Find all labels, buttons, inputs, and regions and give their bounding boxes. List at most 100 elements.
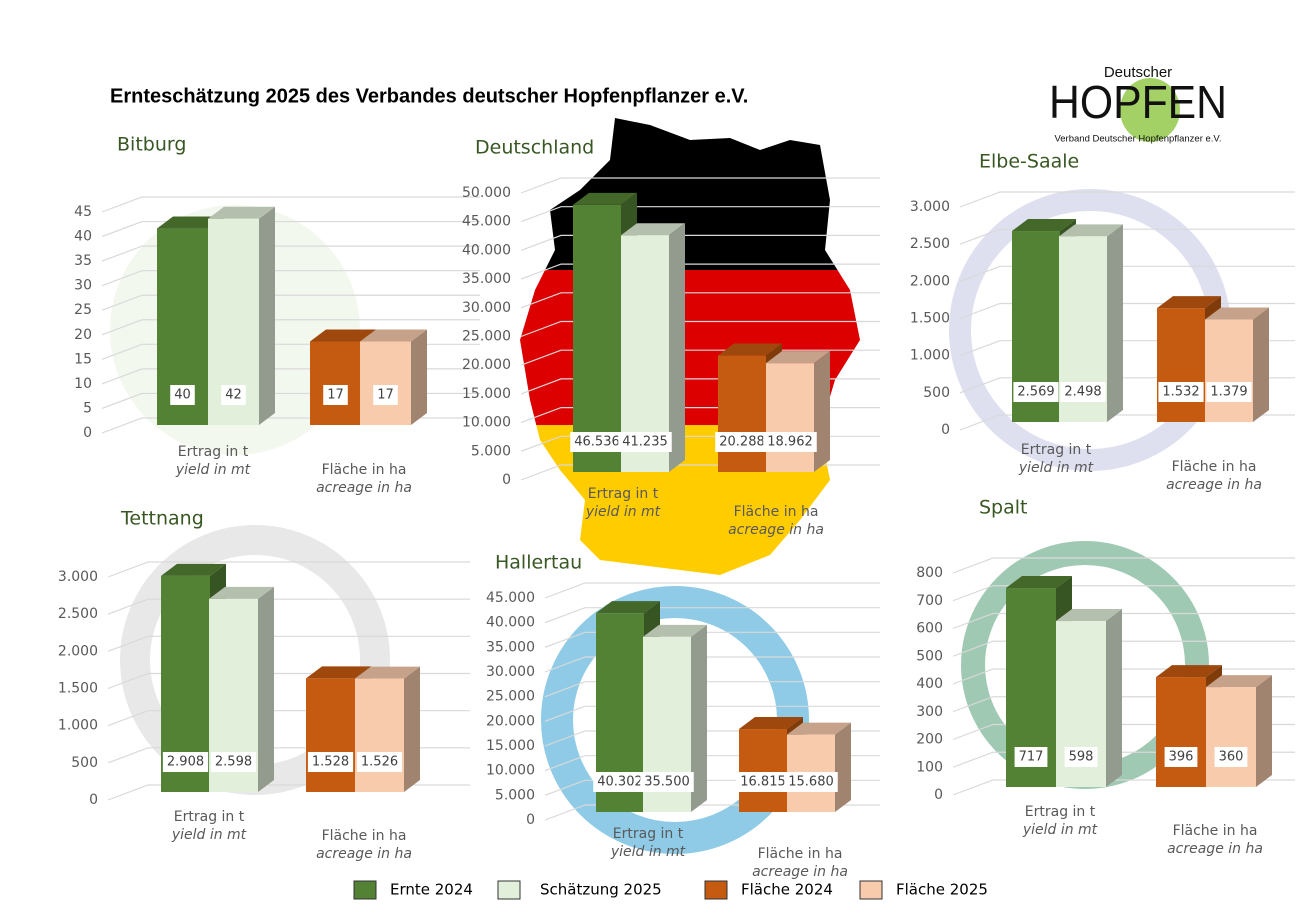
category-label: Ertrag in t (1021, 442, 1092, 458)
bar (1156, 677, 1206, 787)
bar-top (739, 717, 803, 730)
category-label: Fläche in ha (1173, 823, 1258, 839)
bar (1157, 308, 1205, 422)
bar-side (1107, 224, 1123, 422)
y-tick-label: 20 (74, 327, 92, 343)
y-tick-label: 1.500 (58, 681, 98, 697)
y-tick-label: 10 (74, 376, 92, 392)
y-tick-label: 40.000 (462, 242, 511, 258)
chart-title: Elbe-Saale (979, 151, 1079, 173)
grid-line (952, 557, 1295, 574)
bar-top (1006, 576, 1072, 589)
logo-main: HOPFEN (1049, 76, 1227, 128)
grid-line (952, 612, 1295, 630)
value-label: 360 (1219, 750, 1244, 765)
y-tick-label: 30.000 (486, 664, 535, 680)
y-tick-label: 15.000 (462, 386, 511, 402)
value-label-box (323, 385, 348, 405)
grid-line (544, 631, 880, 648)
bar (766, 363, 814, 472)
y-tick-label: 35.000 (486, 639, 535, 655)
y-tick-label: 1.000 (910, 348, 950, 364)
value-label-box (640, 772, 694, 792)
category-subtitle: yield in mt (1018, 460, 1094, 476)
bar (573, 204, 621, 472)
grid-line (101, 245, 480, 262)
category-subtitle: acreage in ha (752, 864, 848, 880)
bar-top (643, 624, 707, 637)
bar-side (1256, 675, 1272, 787)
value-label: 396 (1169, 750, 1194, 765)
y-tick-label: 10.000 (462, 415, 511, 431)
chart-title: Bitburg (117, 134, 186, 156)
bar (718, 355, 766, 472)
category-subtitle: yield in mt (1022, 822, 1098, 838)
bar (1205, 319, 1253, 422)
y-tick-label: 30.000 (462, 300, 511, 316)
chart: Spalt 0 100 200 300 400 500 600 700 800 Ertrag in … (916, 497, 1295, 857)
legend-label: Fläche 2025 (896, 881, 988, 899)
value-label: 1.526 (361, 755, 398, 770)
y-tick-label: 0 (83, 425, 92, 441)
y-tick-label: 50.000 (462, 185, 511, 201)
grid-line (544, 607, 880, 624)
bar-side (259, 206, 275, 425)
logo-sub: Verband Deutscher Hopfenpflanzer e.V. (1054, 134, 1221, 145)
bar-top (208, 206, 275, 219)
category-subtitle: acreage in ha (728, 522, 824, 538)
y-tick-label: 400 (916, 676, 943, 692)
y-tick-label: 800 (916, 565, 943, 581)
category-label: Ertrag in t (1025, 804, 1096, 820)
y-tick-label: 35.000 (462, 271, 511, 287)
value-label-box (170, 385, 195, 405)
value-label: 42 (225, 388, 242, 403)
bar-top (1157, 296, 1221, 309)
bar-top (209, 586, 274, 599)
value-label-box (1158, 382, 1204, 402)
page-title: Ernteschätzung 2025 des Verbandes deutsc… (110, 85, 748, 107)
bar-top (718, 343, 782, 356)
grid-line (107, 598, 470, 615)
bar-side (669, 223, 685, 472)
category-label: Fläche in ha (322, 828, 407, 844)
bar-top (1056, 609, 1122, 622)
bar (1206, 687, 1256, 787)
legend-swatch (859, 880, 883, 900)
y-tick-label: 100 (916, 759, 943, 775)
chart-title: Spalt (979, 497, 1028, 519)
category-label: Fläche in ha (734, 504, 819, 520)
bar (360, 341, 411, 425)
category-subtitle: yield in mt (585, 504, 661, 520)
y-tick-label: 500 (71, 755, 98, 771)
value-label: 2.908 (167, 755, 204, 770)
bar-top (360, 329, 427, 342)
grid-line (520, 206, 880, 223)
grid-line (952, 640, 1295, 657)
value-label: 40 (174, 388, 191, 403)
category-subtitle: yield in mt (171, 827, 247, 843)
logo-top: Deutscher (1104, 64, 1172, 81)
grid-line (520, 177, 880, 194)
chart-title: Hallertau (495, 552, 582, 574)
value-label: 17 (327, 388, 344, 403)
y-tick-label: 35 (74, 253, 92, 269)
value-label: 20.288 (719, 435, 765, 450)
value-label: 598 (1069, 750, 1094, 765)
chart: Tettnang 0 500 1.000 1.500 2.000 2.500 3.000 Ert… (58, 508, 470, 862)
y-tick-label: 45.000 (486, 590, 535, 606)
y-tick-label: 500 (916, 648, 943, 664)
grid-line (544, 705, 880, 722)
bar-side (814, 351, 830, 472)
grid-line (520, 263, 880, 280)
grid-line (959, 265, 1295, 282)
bar-top (787, 722, 851, 735)
value-label-box (162, 752, 209, 772)
category-label: Fläche in ha (322, 462, 407, 478)
y-tick-label: 2.500 (910, 236, 950, 252)
value-label: 17 (377, 388, 394, 403)
logo: Deutscher HOPFEN Verband Deutscher Hopfe… (1049, 64, 1227, 145)
value-label-box (1206, 382, 1252, 402)
grid-line (101, 220, 480, 238)
y-tick-label: 1.500 (910, 311, 950, 327)
chart-title: Deutschland (475, 137, 594, 159)
